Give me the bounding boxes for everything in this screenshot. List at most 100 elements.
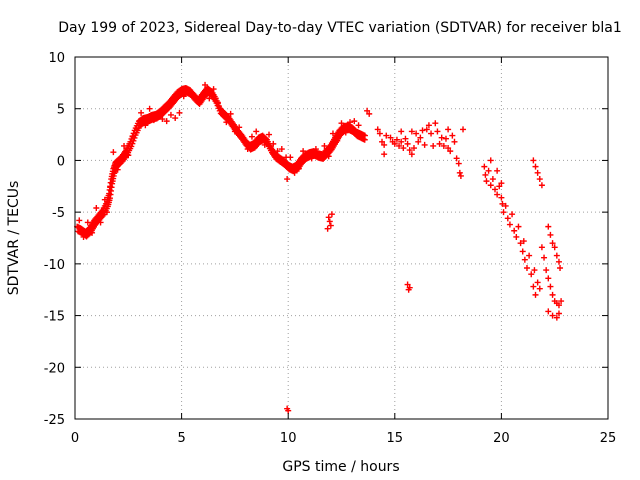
data-point — [519, 248, 526, 255]
data-point — [405, 286, 412, 293]
axis-ticks: 0 5 10 15 20 25 10 5 0 -5 -10 -15 -20 -25 — [44, 51, 617, 446]
data-point — [130, 137, 137, 144]
data-point — [334, 137, 341, 144]
data-point — [366, 110, 373, 117]
data-point — [257, 138, 264, 145]
data-point — [114, 166, 121, 173]
data-point — [76, 217, 83, 224]
data-point — [387, 134, 394, 141]
data-point — [327, 147, 334, 154]
data-point — [326, 218, 333, 225]
data-point — [423, 126, 430, 133]
data-point — [410, 145, 417, 152]
data-point — [530, 157, 537, 164]
data-point — [549, 291, 556, 298]
data-point — [324, 225, 331, 232]
data-point — [129, 140, 136, 147]
data-point — [121, 142, 128, 149]
data-point — [555, 310, 562, 317]
data-point — [400, 145, 407, 152]
data-point — [485, 167, 492, 174]
data-point — [425, 122, 432, 129]
data-point — [317, 154, 324, 161]
data-point — [557, 264, 564, 271]
data-point — [163, 118, 170, 125]
data-point — [551, 244, 558, 251]
data-point — [398, 128, 405, 135]
data-point — [240, 136, 247, 143]
data-point — [498, 180, 505, 187]
data-point — [402, 135, 409, 142]
data-point — [456, 169, 463, 176]
data-point — [415, 138, 422, 145]
data-point — [155, 113, 162, 120]
data-point — [219, 107, 226, 114]
data-point — [284, 176, 291, 183]
data-point — [553, 314, 560, 321]
data-point — [304, 153, 311, 160]
gridlines — [75, 57, 608, 419]
data-point — [128, 143, 135, 150]
data-point — [84, 219, 91, 226]
x-tick-label: 15 — [387, 431, 404, 446]
data-point — [511, 227, 518, 234]
data-point — [103, 209, 110, 216]
data-point — [383, 132, 390, 139]
data-point — [538, 182, 545, 189]
data-point — [553, 252, 560, 259]
data-point — [223, 119, 230, 126]
data-point — [451, 138, 458, 145]
x-tick-label: 5 — [177, 431, 185, 446]
data-point — [521, 256, 528, 263]
y-tick-label: -15 — [44, 310, 65, 325]
data-point — [351, 118, 358, 125]
data-point — [98, 208, 105, 215]
data-point — [231, 128, 238, 135]
data-point — [536, 285, 543, 292]
data-point — [142, 122, 149, 129]
data-point — [138, 109, 145, 116]
data-point — [129, 133, 136, 140]
data-point — [558, 298, 565, 305]
data-point — [308, 155, 315, 162]
data-point — [278, 146, 285, 153]
data-point — [517, 240, 524, 247]
data-point — [555, 302, 562, 309]
data-point — [361, 132, 368, 139]
data-point — [534, 169, 541, 176]
data-point — [449, 132, 456, 139]
data-point — [442, 135, 449, 142]
data-point — [494, 191, 501, 198]
data-point — [270, 140, 277, 147]
data-point — [545, 223, 552, 230]
data-point — [531, 267, 538, 274]
data-point — [434, 128, 441, 135]
data-point — [227, 110, 234, 117]
data-point — [413, 130, 420, 137]
data-point — [274, 148, 281, 155]
data-point — [506, 221, 513, 228]
data-point — [321, 142, 328, 149]
data-point — [266, 131, 273, 138]
data-point — [453, 155, 460, 162]
data-point — [538, 244, 545, 251]
data-point — [379, 138, 386, 145]
data-point — [125, 152, 132, 159]
x-tick-label: 25 — [600, 431, 617, 446]
data-point — [172, 115, 179, 122]
data-point — [374, 126, 381, 133]
x-axis-label: GPS time / hours — [282, 459, 399, 475]
data-point — [89, 229, 96, 236]
data-point — [513, 233, 520, 240]
data-point — [549, 240, 556, 247]
data-point — [523, 264, 530, 271]
data-point — [534, 279, 541, 286]
data-point — [408, 128, 415, 135]
data-point — [541, 254, 548, 261]
data-point — [159, 116, 166, 123]
data-point — [528, 271, 535, 278]
y-tick-label: -10 — [44, 258, 65, 273]
data-point — [419, 127, 426, 134]
data-point — [214, 99, 221, 106]
data-point — [487, 182, 494, 189]
